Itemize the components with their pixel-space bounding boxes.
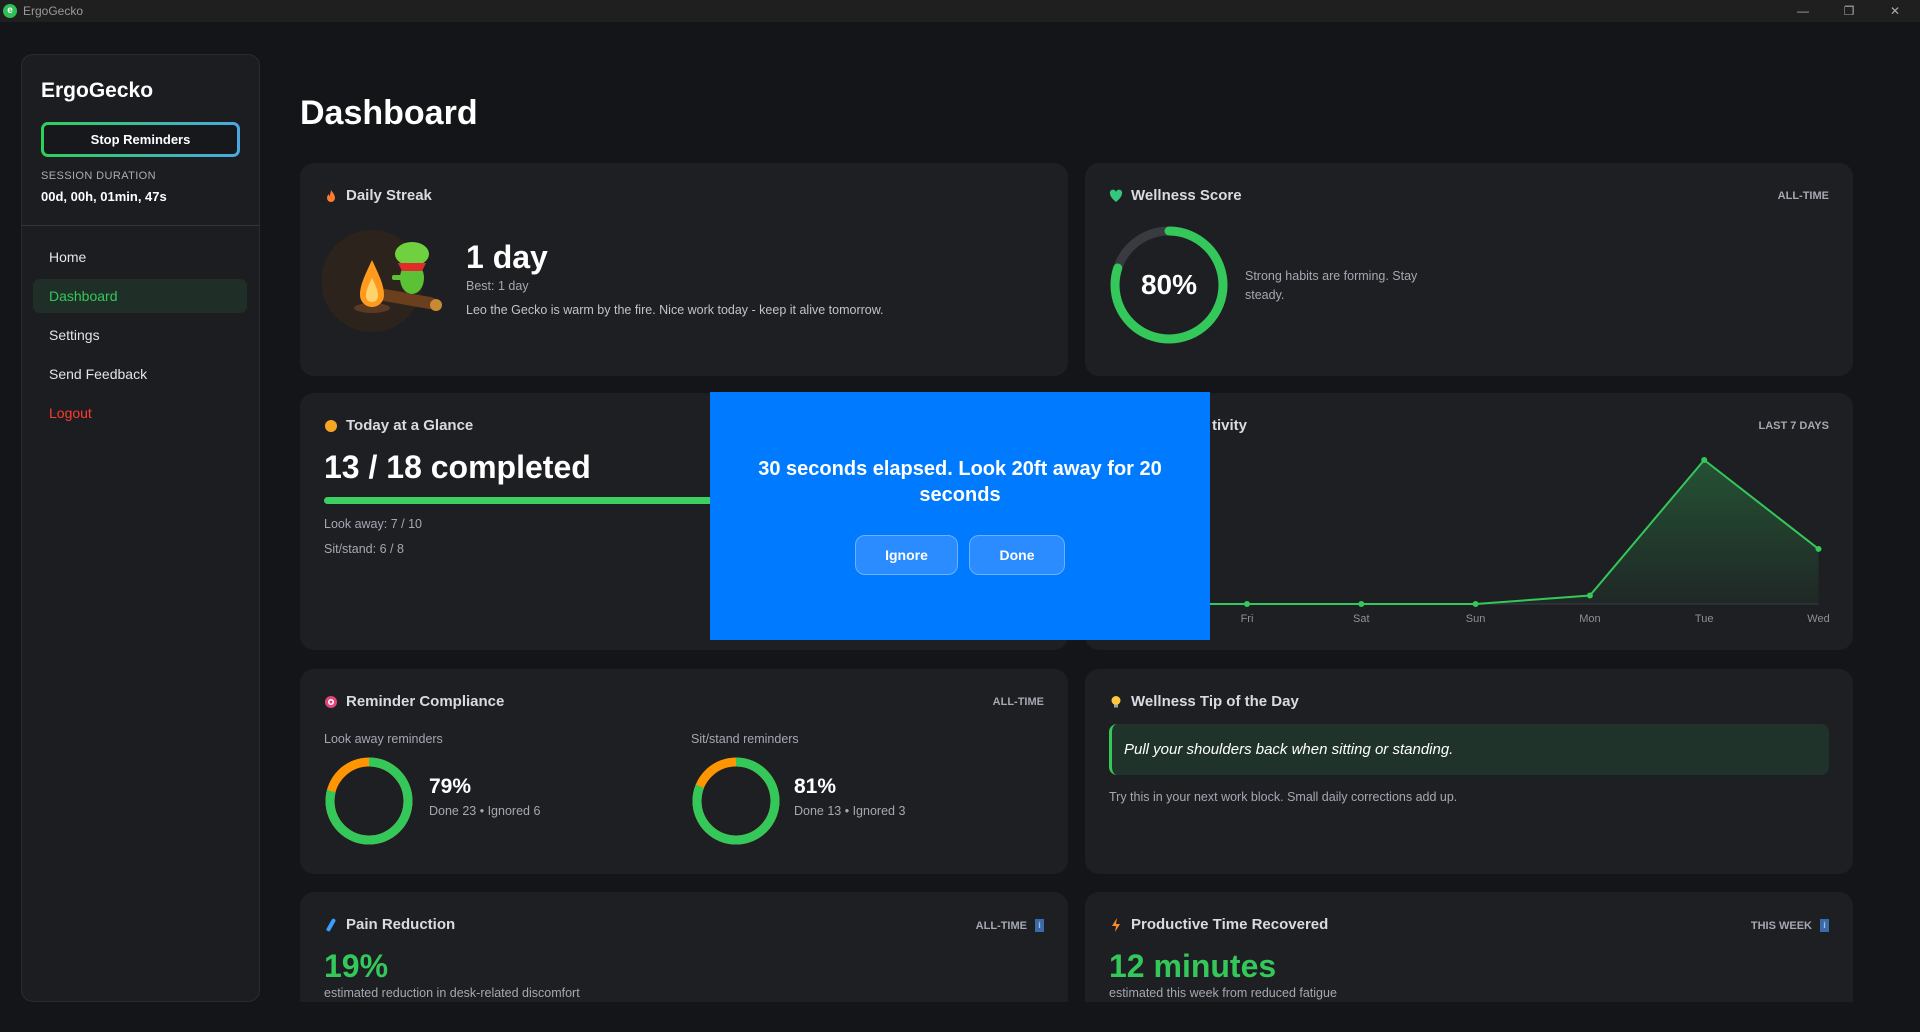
stop-reminders-button[interactable]: Stop Reminders: [41, 122, 240, 157]
x-tick-label: Sat: [1353, 613, 1370, 625]
bandage-icon: [326, 918, 336, 931]
look-away-count: Look away: 7 / 10: [324, 517, 422, 531]
streak-message: Leo the Gecko is warm by the fire. Nice …: [466, 303, 884, 317]
compliance-label: Look away reminders: [324, 732, 443, 746]
card-title: Today at a Glance: [346, 417, 474, 434]
reminder-popup: 30 seconds elapsed. Look 20ft away for 2…: [710, 392, 1210, 640]
sit-stand-donut: [692, 757, 780, 845]
daily-streak-card: Daily Streak 1 day Best: 1 day Leo the G…: [300, 163, 1068, 376]
productive-time-subtext: estimated this week from reduced fatigue: [1109, 986, 1337, 1000]
restore-button[interactable]: ❐: [1843, 4, 1855, 18]
chart-point-tue: [1701, 457, 1708, 463]
productive-time-value: 12 minutes: [1109, 948, 1277, 984]
time-range-tag: ALL-TIME: [1777, 190, 1829, 202]
chart-point-wed: [1815, 545, 1822, 552]
wellness-score-card: Wellness Score ALL-TIME 80% Strong habit…: [1085, 163, 1853, 376]
card-title: Reminder Compliance: [346, 693, 505, 710]
minimize-button[interactable]: —: [1797, 4, 1809, 18]
sidebar-item-settings[interactable]: Settings: [49, 327, 100, 343]
done-button[interactable]: Done: [969, 535, 1065, 575]
target-icon: [325, 695, 337, 708]
look-away-donut: [325, 757, 413, 845]
chart-point-mon: [1586, 592, 1593, 599]
info-icon[interactable]: i: [1820, 919, 1829, 932]
compliance-percent: 79%: [429, 775, 472, 798]
compliance-detail: Done 23 • Ignored 6: [429, 804, 541, 818]
wellness-tip-card: Wellness Tip of the Day Pull your should…: [1085, 669, 1853, 874]
compliance-label: Sit/stand reminders: [691, 732, 799, 746]
time-range-tag: LAST 7 DAYS: [1758, 420, 1829, 432]
pain-reduction-card: Pain Reduction ALL-TIME i 19% estimated r…: [300, 892, 1068, 1002]
lightning-icon: [1112, 917, 1120, 932]
streak-best: Best: 1 day: [466, 279, 529, 293]
card-title: Productive Time Recovered: [1131, 916, 1329, 933]
chart-point-fri: [1244, 601, 1250, 607]
activity-line-chart: Fri Sat Sun Mon Tue Wed: [1125, 457, 1830, 625]
compliance-detail: Done 13 • Ignored 3: [794, 804, 906, 818]
page-title: Dashboard: [300, 94, 478, 132]
reminder-message: 30 seconds elapsed. Look 20ft away for 2…: [758, 458, 1162, 506]
activity-chart-card: tivity LAST 7 DAYS Fri Sat Sun Mon Tue Wed: [1085, 393, 1853, 650]
sidebar-item-logout[interactable]: Logout: [49, 405, 92, 421]
x-tick-label: Mon: [1579, 613, 1600, 625]
card-title: Pain Reduction: [346, 916, 456, 933]
productive-time-card: Productive Time Recovered THIS WEEK i 12 …: [1085, 892, 1853, 1002]
heart-icon: [1109, 189, 1123, 202]
x-tick-label: Tue: [1695, 613, 1714, 625]
chart-point-sat: [1358, 601, 1365, 607]
session-duration-value: 00d, 00h, 01min, 47s: [41, 189, 167, 204]
card-title: Wellness Score: [1131, 187, 1242, 204]
chart-point-sun: [1472, 601, 1479, 607]
card-title: Wellness Tip of the Day: [1131, 693, 1299, 710]
tip-text: Pull your shoulders back when sitting or…: [1109, 724, 1829, 775]
time-range-tag: ALL-TIME: [992, 696, 1044, 708]
sit-stand-count: Sit/stand: 6 / 8: [324, 542, 404, 556]
daily-progress-fill: [324, 497, 844, 504]
chart-area: [1125, 460, 1819, 604]
time-range-tag: ALL-TIME: [975, 919, 1027, 932]
gecko-campfire-illustration: [322, 230, 442, 332]
close-button[interactable]: ✕: [1889, 4, 1901, 18]
sun-icon: [325, 419, 337, 432]
completed-count: 13 / 18 completed: [324, 449, 591, 485]
sidebar-item-dashboard[interactable]: Dashboard: [33, 279, 247, 313]
pain-reduction-value: 19%: [324, 948, 389, 984]
wellness-message-line: steady.: [1245, 288, 1285, 302]
card-title: tivity: [1212, 417, 1248, 434]
daily-progress-bar: [324, 497, 1044, 504]
card-title: Daily Streak: [346, 187, 432, 204]
info-icon[interactable]: i: [1035, 919, 1044, 932]
x-tick-label: Fri: [1241, 613, 1254, 625]
pain-reduction-subtext: estimated reduction in desk-related disc…: [324, 986, 580, 1000]
sidebar-item-send-feedback[interactable]: Send Feedback: [49, 366, 148, 382]
streak-value: 1 day: [466, 239, 548, 275]
brand-name: ErgoGecko: [41, 79, 154, 102]
ignore-button[interactable]: Ignore: [855, 535, 958, 575]
lightbulb-icon: [1111, 695, 1121, 707]
x-tick-label: Wed: [1807, 613, 1829, 625]
x-tick-label: Sun: [1466, 613, 1486, 625]
wellness-score-value: 80%: [1140, 269, 1198, 300]
title-bar: e ErgoGecko — ❐ ✕: [0, 0, 1920, 22]
wellness-message-line: Strong habits are forming. Stay: [1245, 269, 1418, 283]
fire-icon: [327, 189, 335, 202]
compliance-percent: 81%: [794, 775, 837, 798]
wellness-score-ring: [1110, 226, 1228, 344]
reminder-compliance-card: Reminder Compliance ALL-TIME Look away r…: [300, 669, 1068, 874]
time-range-tag: THIS WEEK: [1750, 919, 1812, 932]
tip-subtext: Try this in your next work block. Small …: [1109, 790, 1458, 804]
session-duration-label: SESSION DURATION: [41, 170, 156, 182]
app-logo-icon: e: [3, 4, 17, 18]
sidebar: ErgoGecko Stop Reminders SESSION DURATIO…: [21, 54, 260, 1002]
sidebar-divider: [22, 225, 259, 226]
sidebar-item-home[interactable]: Home: [49, 249, 87, 265]
window-title: ErgoGecko: [23, 4, 84, 18]
